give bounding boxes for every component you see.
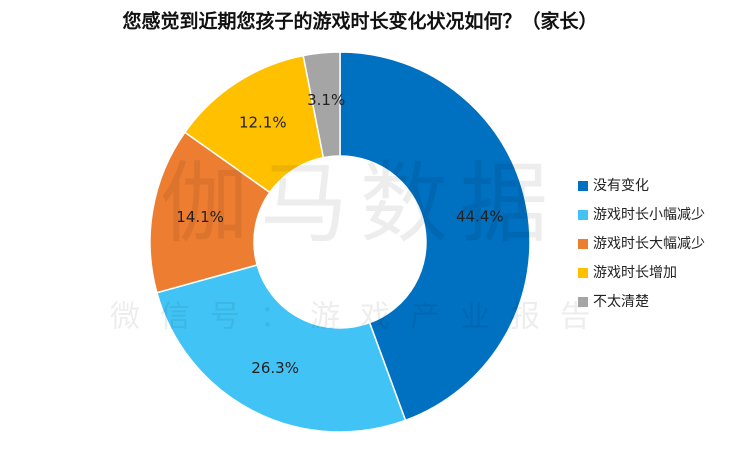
donut-slice bbox=[149, 131, 271, 294]
data-label: 3.1% bbox=[307, 91, 345, 109]
watermark: 伽马数据 bbox=[160, 152, 560, 255]
legend-swatch bbox=[578, 210, 588, 220]
chart-title: 您感觉到近期您孩子的游戏时长变化状况如何？（家长） bbox=[122, 10, 597, 33]
watermark: 微信号：游戏产业报告 bbox=[110, 300, 610, 335]
legend-swatch bbox=[578, 297, 588, 307]
legend-swatch bbox=[578, 268, 588, 278]
donut-slice bbox=[302, 51, 341, 159]
donut-slice bbox=[155, 264, 407, 433]
legend-label: 游戏时长小幅减少 bbox=[593, 207, 705, 223]
legend-label: 不太清楚 bbox=[593, 294, 649, 310]
data-label: 44.4% bbox=[456, 208, 504, 226]
data-label: 12.1% bbox=[239, 113, 287, 131]
legend-label: 游戏时长增加 bbox=[593, 265, 677, 281]
legend-label: 没有变化 bbox=[593, 178, 649, 194]
data-label: 14.1% bbox=[176, 208, 224, 226]
donut-slice bbox=[339, 51, 531, 422]
legend-swatch bbox=[578, 181, 588, 191]
legend-swatch bbox=[578, 239, 588, 249]
legend-label: 游戏时长大幅减少 bbox=[593, 236, 705, 252]
data-label: 26.3% bbox=[251, 359, 299, 377]
